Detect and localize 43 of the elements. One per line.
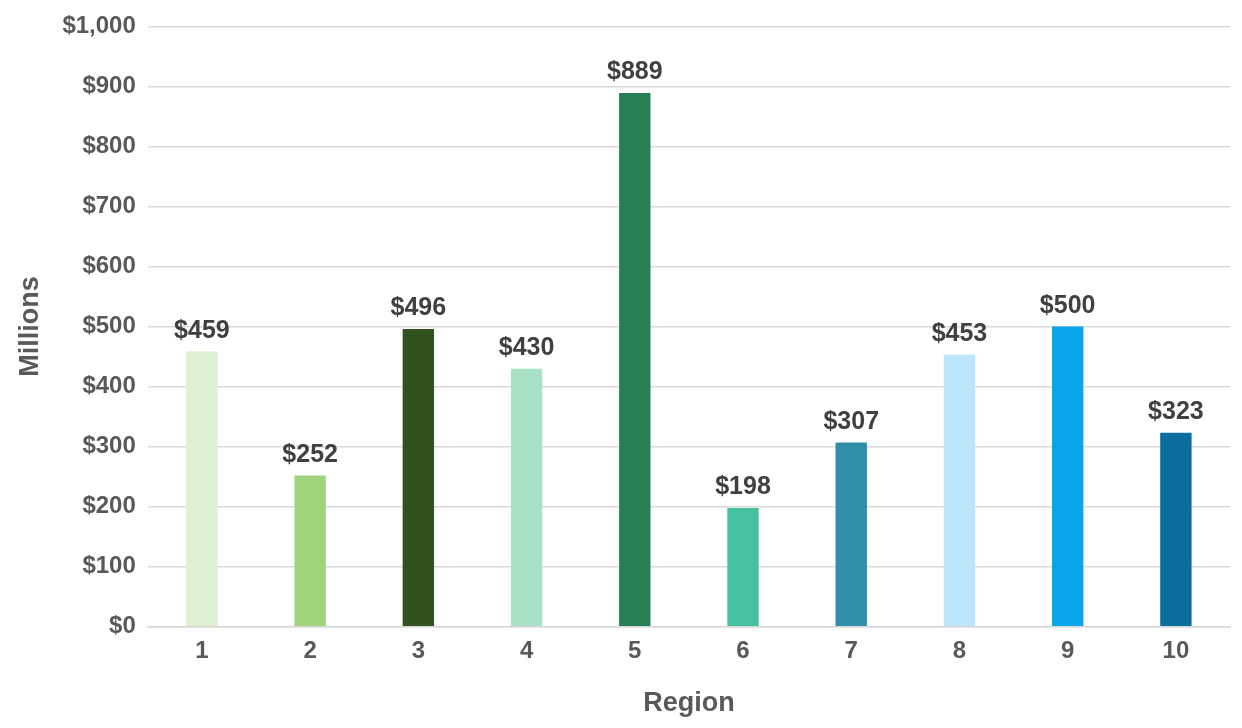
bar [943,354,976,627]
x-tick-label: 1 [195,635,209,663]
y-axis-title: Millions [13,276,44,377]
data-label: $307 [823,405,880,434]
x-tick-label: 10 [1162,635,1190,663]
y-tick-label: $800 [82,131,136,159]
y-tick-label: $200 [82,491,136,519]
x-tick-label: 6 [736,635,750,663]
data-label: $889 [606,56,663,85]
bar [1160,432,1192,627]
y-tick-label: $900 [82,71,136,99]
y-tick-label: $500 [82,311,136,339]
x-tick-label: 2 [303,635,317,663]
data-label: $252 [282,438,338,467]
y-tick-label: $600 [82,251,136,279]
bar [402,329,435,627]
y-tick-label: $1,000 [62,11,136,39]
y-tick-label: $400 [82,371,136,399]
y-tick-label: $100 [82,551,136,579]
data-label: $323 [1148,396,1204,425]
data-label: $430 [498,332,555,361]
x-tick-label: 3 [411,635,426,663]
data-label: $500 [1039,289,1096,318]
x-tick-label: 8 [952,635,967,663]
y-tick-label: $300 [82,431,136,459]
bar [294,475,326,627]
x-tick-label: 7 [844,635,858,663]
data-label: $198 [715,471,771,500]
data-label: $453 [931,318,988,347]
bar [727,507,759,627]
bar [510,368,543,627]
y-tick-label: $0 [109,611,136,639]
y-tick-label: $700 [82,191,136,219]
bar [835,442,867,627]
x-tick-label: 9 [1060,635,1075,663]
data-label: $496 [390,292,447,321]
bar [619,93,651,627]
data-label: $459 [174,314,230,343]
bar [186,351,218,627]
x-axis-title: Region [643,687,735,718]
x-tick-label: 5 [628,635,642,663]
bar [1051,326,1084,627]
x-tick-label: 4 [519,635,534,663]
